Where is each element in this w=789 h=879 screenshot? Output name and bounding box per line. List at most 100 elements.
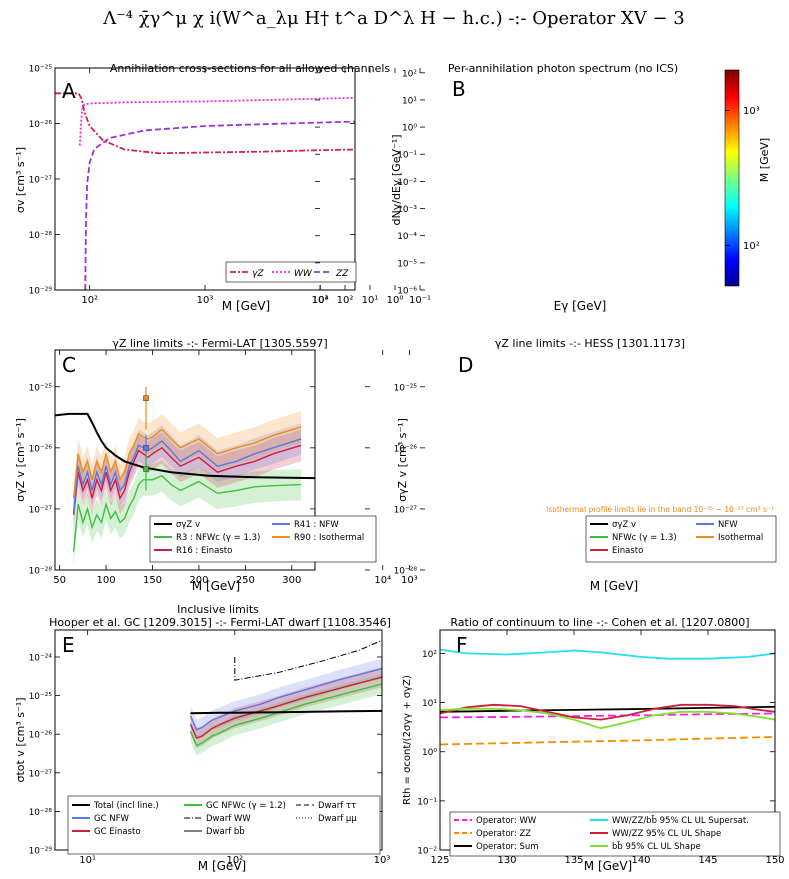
panel-e-title-top: Inclusive limits [177, 603, 259, 616]
y-tick-label: 10⁻²⁹ [29, 847, 53, 857]
x-tick-label: 10¹ [79, 855, 96, 866]
y-tick-label: 10⁻⁴ [397, 232, 417, 242]
panel-b-ylabel: dNγ/dEγ [GeV⁻¹] [390, 135, 403, 226]
legend-a-zz: ZZ [335, 269, 349, 279]
x-tick-label: 150 [143, 575, 162, 586]
panel-d-letter: D [458, 353, 473, 377]
x-tick-label: 10³ [374, 855, 391, 866]
panel-c-title: γZ line limits -:- Fermi-LAT [1305.5597] [112, 337, 327, 350]
panel-b: Per-annihilation photon spectrum (no ICS… [312, 62, 771, 313]
series-d-sigma [370, 477, 420, 481]
panel-e-xlabel: M [GeV] [198, 859, 246, 873]
panel-c-xlabel: M [GeV] [192, 579, 240, 593]
legend-f-sum: Operator: Sum [476, 842, 539, 852]
y-tick-label: 10² [422, 650, 437, 660]
y-tick-label: 10⁻²⁷ [29, 769, 53, 779]
plot-area-C [55, 386, 315, 568]
series-f-0 [440, 712, 775, 719]
panel-c-legend: σγZ v R3 : NFWc (γ = 1.3) R16 : Einasto … [149, 515, 377, 563]
series-f-3 [440, 648, 775, 660]
x-tick-label: 145 [698, 855, 717, 866]
x-tick-label: 300 [282, 575, 301, 586]
panel-c-plot: 50 100 150 200 250 300 10⁻²⁸ 10⁻²⁷ 10⁻²⁶ 10⁻²⁵ [29, 349, 316, 586]
series-a-0 [55, 92, 355, 155]
legend-e-dwarfbb: Dwarf bb̄ [206, 825, 245, 837]
panel-b-title: Per-annihilation photon spectrum (no ICS… [448, 62, 678, 75]
panel-e-title: Hooper et al. GC [1209.3015] -:- Fermi-L… [49, 616, 391, 629]
y-tick-label: 10⁻²⁸ [394, 567, 418, 577]
x-tick-label: 10³ [197, 295, 214, 306]
series-f-2 [440, 705, 775, 713]
x-tick-label: 10² [337, 295, 354, 306]
series-e-total [190, 709, 382, 715]
colorbar-tick-label: 10² [743, 241, 760, 252]
y-tick-label: 10⁻²⁵ [29, 65, 53, 75]
y-tick-label: 10⁻⁶ [397, 287, 417, 297]
y-tick-label: 10⁻²⁶ [29, 120, 53, 130]
panel-d-legend: σγZ v NFWc (γ = 1.3) Einasto NFW Isother… [585, 515, 777, 563]
legend-c-r90: R90 : Isothermal [294, 533, 364, 543]
y-tick-label: 10⁻³ [397, 205, 417, 215]
y-tick-label: 10⁻²⁷ [394, 505, 418, 515]
legend-c-r3: R3 : NFWc (γ = 1.3) [176, 533, 260, 543]
point-c-2 [143, 466, 149, 472]
plot-area-E [189, 639, 382, 756]
series-e-2 [189, 683, 382, 747]
legend-e-gcnfw: GC NFW [94, 814, 129, 824]
legend-d-einasto: Einasto [612, 546, 643, 556]
legend-f-shape: WW/ZZ 95% CL UL Shape [612, 829, 721, 839]
legend-a-gz: γZ [252, 269, 264, 279]
y-tick-label: 10⁻²⁸ [29, 231, 53, 241]
legend-c-r41: R41 : NFW [294, 520, 339, 530]
panel-d-xlabel: M [GeV] [590, 579, 638, 593]
legend-f-zz: Operator: ZZ [476, 829, 531, 839]
y-tick-label: 10⁻²⁵ [29, 383, 53, 393]
band-e-2 [190, 674, 382, 756]
panel-a-xlabel: M [GeV] [222, 299, 270, 313]
legend-c-sigma: σγZ v [176, 520, 200, 530]
y-tick-label: 10⁻²⁸ [29, 808, 53, 818]
series-c-1 [72, 444, 302, 515]
legend-e-gceinasto: GC Einasto [94, 827, 141, 837]
y-tick-label: 10⁻² [417, 847, 437, 857]
series-f-5 [440, 707, 775, 730]
panel-f-ylabel: Rth = σcont/(2σγγ + σγZ) [402, 675, 413, 805]
panel-f-letter: F [456, 633, 468, 657]
x-tick-label: 130 [497, 855, 516, 866]
panel-f-legend: Operator: WW Operator: ZZ Operator: Sum … [449, 811, 781, 857]
x-tick-label: 10² [226, 855, 243, 866]
series-a-1 [78, 96, 355, 146]
y-tick-label: 10⁻²⁴ [29, 653, 53, 663]
panel-e-letter: E [62, 633, 75, 657]
series-f-4 [440, 703, 775, 721]
panel-f-title: Ratio of continuum to line -:- Cohen et … [450, 616, 749, 629]
band-c-1 [73, 429, 302, 531]
series-a-2 [84, 120, 355, 290]
panel-a-letter: A [62, 79, 76, 103]
panel-f: Ratio of continuum to line -:- Cohen et … [402, 616, 785, 873]
panel-e-legend: Total (incl line.) GC NFW GC Einasto GC … [67, 795, 381, 855]
plot-frame [54, 349, 316, 571]
legend-e-dwarfmm: Dwarf μμ [318, 814, 357, 824]
x-tick-label: 10⁴ [374, 575, 391, 586]
legend-a-ww: WW [294, 269, 313, 279]
y-tick-label: 10⁻² [397, 178, 417, 188]
band-e-1 [190, 667, 382, 748]
band-e-0 [190, 658, 382, 740]
legend-e-gcnfwc: GC NFWc (γ = 1.2) [206, 801, 286, 811]
panel-b-letter: B [452, 77, 466, 101]
x-tick-label: 140 [631, 855, 650, 866]
series-c-3 [72, 426, 302, 499]
panel-d-note: Isothermal profile limits lie in the ban… [546, 505, 774, 514]
y-tick-label: 10¹ [402, 96, 417, 106]
panel-d-title: γZ line limits -:- HESS [1301.1173] [495, 337, 685, 350]
x-tick-label: 150 [765, 855, 784, 866]
colorbar-ticks: 10² 10³ [725, 106, 760, 252]
legend-e-dwarftt: Dwarf ττ [318, 801, 356, 811]
panel-b-xlabel: Eγ [GeV] [554, 299, 607, 313]
series-c-0 [72, 474, 302, 552]
colorbar-label: M [GeV] [758, 138, 771, 182]
y-tick-label: 10¹ [422, 699, 437, 709]
